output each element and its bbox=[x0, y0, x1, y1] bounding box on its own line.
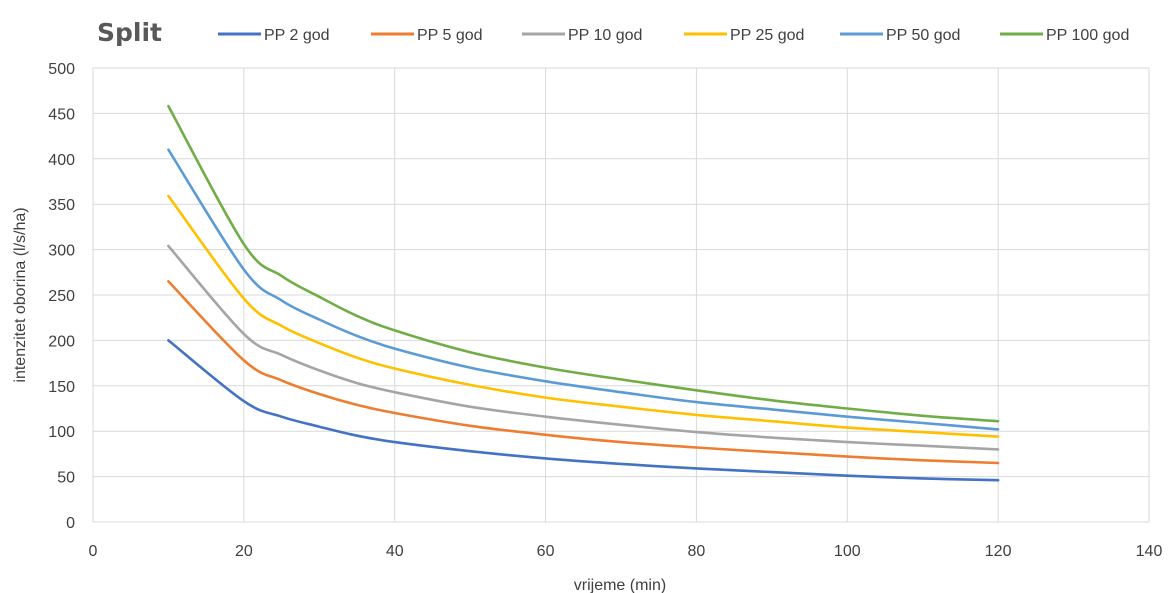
y-tick-label: 50 bbox=[57, 470, 75, 487]
legend-label: PP 25 god bbox=[730, 27, 804, 44]
chart-title: Split bbox=[97, 18, 162, 47]
series-line-3 bbox=[167, 244, 1000, 451]
y-axis-title: intenzitet oborina (l/s/ha) bbox=[12, 207, 29, 382]
y-tick-label: 400 bbox=[48, 152, 75, 169]
legend-label: PP 10 god bbox=[568, 27, 642, 44]
legend-label: PP 100 god bbox=[1046, 27, 1129, 44]
x-tick-label: 20 bbox=[235, 543, 253, 560]
series-line-6 bbox=[167, 104, 1000, 423]
y-tick-label: 200 bbox=[48, 333, 75, 350]
x-axis-title: vrijeme (min) bbox=[574, 577, 666, 593]
series-line-2 bbox=[167, 280, 1000, 465]
y-tick-label: 250 bbox=[48, 288, 75, 305]
y-tick-label: 0 bbox=[66, 515, 75, 532]
x-tick-label: 140 bbox=[1136, 543, 1163, 560]
y-tick-label: 100 bbox=[48, 424, 75, 441]
series-lines bbox=[167, 104, 1000, 482]
y-tick-label: 300 bbox=[48, 243, 75, 260]
series-line-4 bbox=[167, 194, 1000, 438]
gridlines bbox=[92, 67, 1150, 523]
series-line-1 bbox=[167, 339, 1000, 482]
x-tick-label: 100 bbox=[834, 543, 861, 560]
y-tick-label: 150 bbox=[48, 379, 75, 396]
x-tick-label: 80 bbox=[688, 543, 706, 560]
series-line-5 bbox=[167, 148, 1000, 431]
y-tick-label: 450 bbox=[48, 106, 75, 123]
y-axis-ticks: 0 50 100 150 200 250 300 350 400 450 500 bbox=[48, 61, 75, 532]
legend-label: PP 2 god bbox=[264, 27, 330, 44]
y-tick-label: 500 bbox=[48, 61, 75, 78]
x-tick-label: 120 bbox=[985, 543, 1012, 560]
x-tick-label: 0 bbox=[89, 543, 98, 560]
x-axis-ticks: 0 20 40 60 80 100 120 140 bbox=[89, 543, 1163, 560]
legend-label: PP 5 god bbox=[417, 27, 483, 44]
x-tick-label: 40 bbox=[386, 543, 404, 560]
legend: PP 2 god PP 5 god PP 10 god PP 25 god PP 50 … bbox=[218, 27, 1129, 44]
y-tick-label: 350 bbox=[48, 197, 75, 214]
legend-label: PP 50 god bbox=[886, 27, 960, 44]
x-tick-label: 60 bbox=[537, 543, 555, 560]
